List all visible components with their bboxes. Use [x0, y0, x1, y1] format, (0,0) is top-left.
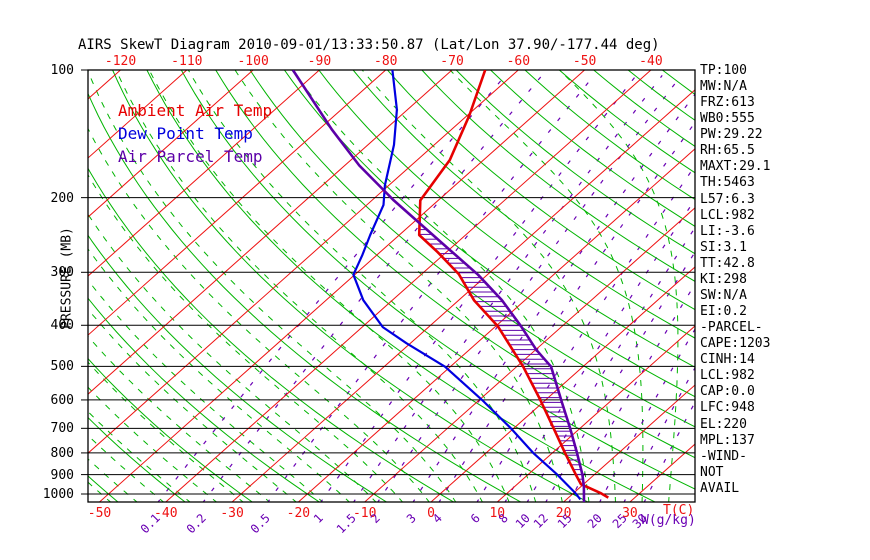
stats-line: EL:220	[700, 416, 747, 432]
stats-line: -WIND-	[700, 448, 747, 464]
pressure-tick-label: 100	[50, 63, 74, 78]
stats-line: LI:-3.6	[700, 223, 755, 239]
stats-line: PW:29.22	[700, 127, 763, 143]
bottom-temp-tick-label: 10	[489, 506, 506, 521]
stats-line: KI:298	[700, 271, 747, 287]
pressure-tick-label: 600	[50, 392, 74, 408]
stats-line: MAXT:29.1	[700, 159, 771, 175]
stats-line: MPL:137	[700, 432, 755, 448]
stats-line: EI:0.2	[700, 304, 747, 320]
stats-line: SI:3.1	[700, 239, 747, 255]
chart-title: AIRS SkewT Diagram 2010-09-01/13:33:50.8…	[78, 37, 660, 53]
stats-line: WB0:555	[700, 111, 755, 127]
top-temp-tick-label: -80	[373, 54, 398, 69]
stats-line: L57:6.3	[700, 191, 755, 207]
stats-line: SW:N/A	[700, 287, 747, 303]
stats-line: MW:N/A	[700, 79, 747, 95]
top-temp-tick-label: -120	[104, 54, 137, 69]
pressure-tick-label: 500	[50, 359, 74, 375]
bottom-temp-tick-label: -10	[352, 506, 377, 521]
pressure-tick-label: 800	[50, 445, 74, 461]
temp-unit-label: T(C)	[663, 503, 695, 518]
legend-dew-point: Dew Point Temp	[118, 124, 253, 143]
pressure-tick-label: 300	[50, 265, 74, 281]
stats-line: CAPE:1203	[700, 336, 771, 352]
stats-line: FRZ:613	[700, 95, 755, 111]
pressure-tick-label: 900	[50, 467, 74, 483]
pressure-tick-label: 1000	[42, 487, 74, 502]
stats-line: CINH:14	[700, 352, 755, 368]
legend-air-parcel: Air Parcel Temp	[118, 147, 263, 166]
legend-ambient-temp: Ambient Air Temp	[118, 101, 273, 120]
stats-line: LCL:982	[700, 207, 755, 223]
bottom-temp-tick-label: 20	[555, 506, 572, 521]
stats-line: RH:65.5	[700, 143, 755, 159]
stats-line: TP:100	[700, 63, 747, 78]
stats-line: LFC:948	[700, 400, 755, 416]
stats-line: CAP:0.0	[700, 384, 755, 400]
stats-line: LCL:982	[700, 368, 755, 384]
top-temp-tick-label: -40	[639, 54, 663, 69]
pressure-tick-label: 400	[50, 318, 74, 334]
bottom-temp-tick-label: -20	[286, 506, 311, 521]
top-temp-tick-label: -50	[572, 54, 597, 69]
bottom-temp-tick-label: -30	[220, 506, 244, 521]
top-temp-tick-label: -60	[506, 54, 531, 69]
top-temp-tick-label: -90	[307, 54, 332, 69]
bottom-temp-tick-label: 30	[622, 506, 638, 521]
bottom-temp-tick-label: -50	[87, 506, 112, 521]
bottom-temp-tick-label: 0	[427, 506, 435, 521]
top-temp-tick-label: -100	[237, 54, 269, 69]
stats-line: TH:5463	[700, 175, 755, 191]
mixing-ratio-unit-label: W(g/kg)	[641, 513, 696, 528]
top-temp-tick-label: -70	[440, 54, 464, 69]
pressure-tick-label: 700	[50, 421, 74, 437]
bottom-temp-tick-label: -40	[154, 506, 178, 521]
top-temp-tick-label: -110	[171, 54, 203, 69]
stats-line: NOT	[700, 464, 724, 480]
stats-line: -PARCEL-	[700, 320, 763, 336]
stats-line: AVAIL	[700, 480, 740, 496]
pressure-tick-label: 200	[50, 190, 74, 206]
stats-line: TT:42.8	[700, 255, 755, 271]
